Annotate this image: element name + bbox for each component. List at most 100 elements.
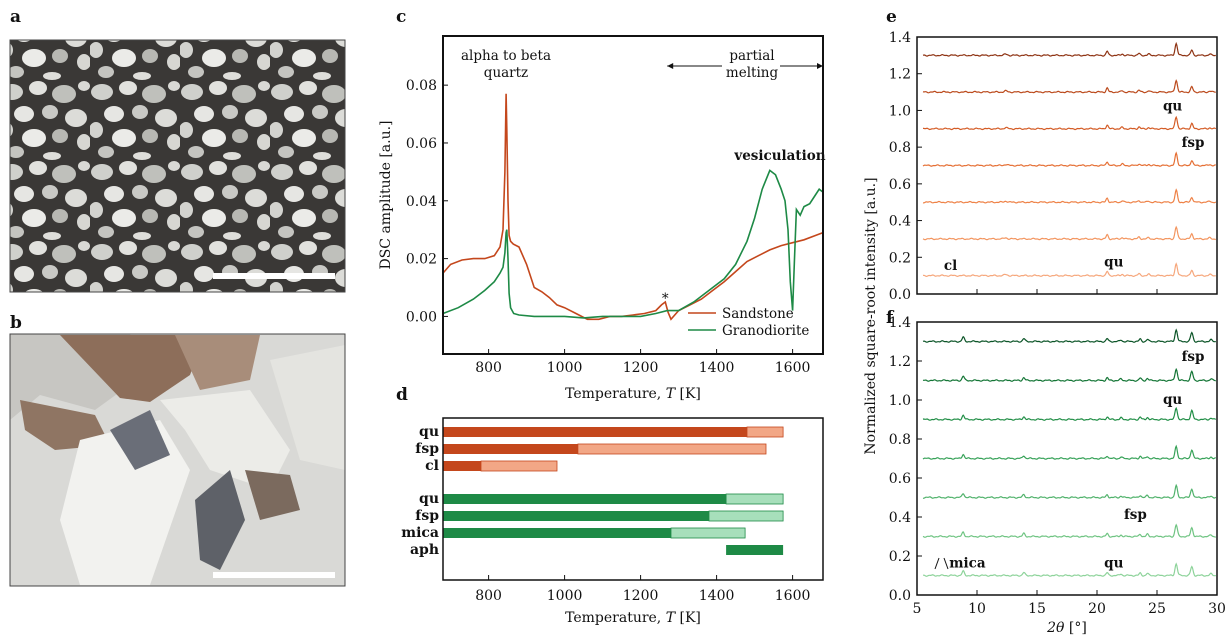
f-xtick-label: 10	[968, 601, 986, 617]
f-ytick-label: 0.4	[889, 510, 911, 526]
annotation-partial-line1: partial	[729, 48, 774, 64]
e-ytick-label: 1.2	[889, 67, 911, 83]
d-xtick-label: 1400	[699, 588, 735, 604]
c-ytick-label: 0.06	[406, 136, 437, 152]
f-pattern-line	[922, 444, 1216, 460]
c-ylabel: DSC amplitude [a.u.]	[378, 120, 394, 269]
ef-ylabel: Normalized square-root intensity [a.u.]	[863, 177, 879, 454]
panel-e: e 0.0 0.2 0.4 0.6 0.8 1.0 1.2 1.4 qu fsp cl qu	[886, 7, 1218, 303]
fsp-pointer-left	[934, 557, 940, 570]
f-ytick-label: 0.6	[889, 471, 911, 487]
e-pattern-line	[922, 225, 1216, 241]
bar-dark-qu	[443, 427, 747, 437]
bar-label-cl: cl	[425, 458, 439, 474]
bar-light-qu	[725, 493, 784, 505]
biotite-grain	[245, 470, 300, 520]
annotation-alpha-beta-line2: quartz	[484, 65, 528, 81]
e-peak-label-cl: cl	[944, 258, 957, 274]
bar-dark-qu	[443, 494, 727, 504]
e-pattern-line	[922, 151, 1216, 167]
c-xtick-label: 800	[475, 360, 502, 376]
bar-label-qu: qu	[419, 491, 439, 507]
c-legend: Sandstone Granodiorite	[688, 306, 809, 339]
f-ytick-label: 0.2	[889, 549, 911, 565]
scale-bar-a	[213, 273, 335, 279]
e-ytick-label: 1.0	[889, 103, 911, 119]
biotite-grain	[60, 335, 205, 402]
bar-dark-mica	[443, 528, 671, 538]
f-pattern-line	[922, 328, 1216, 343]
fsp-pointer-right	[943, 557, 949, 570]
panel-c: c 800 1000 1200 1400 1600 0.00 0.02 0.04 0.06 0.0…	[378, 7, 826, 402]
f-xtick-label: 20	[1088, 601, 1106, 617]
panel-label-b: b	[10, 313, 22, 333]
quartz-grain	[160, 390, 290, 490]
annotation-alpha-beta-line1: alpha to beta	[461, 48, 551, 64]
series-line-granodiorite	[442, 169, 824, 319]
panel-label-d: d	[396, 385, 408, 405]
arrow-left-head	[667, 63, 674, 69]
e-axis-ticks: 0.0 0.2 0.4 0.6 0.8 1.0 1.2 1.4	[889, 30, 1218, 303]
f-peak-label-qu: qu	[1163, 392, 1182, 408]
f-peak-label-qu: qu	[1104, 556, 1123, 572]
bar-label-fsp: fsp	[415, 508, 439, 524]
d-xtick-label: 1000	[547, 588, 583, 604]
hornblende-grain	[110, 410, 170, 470]
e-pattern-line	[922, 262, 1216, 278]
hornblende-grain	[195, 470, 245, 570]
c-ytick-label: 0.02	[406, 252, 437, 268]
c-xtick-label: 1600	[775, 360, 811, 376]
e-pattern-line	[922, 79, 1216, 94]
f-pattern-line	[923, 562, 1216, 577]
d-xtick-label: 1200	[623, 588, 659, 604]
c-axes-frame	[442, 35, 824, 355]
panel-label-a: a	[10, 7, 21, 27]
bar-dark-fsp	[443, 444, 578, 454]
quartz-grain	[60, 420, 190, 585]
micrograph-a-frame	[9, 39, 346, 293]
e-ytick-label: 0.8	[889, 140, 911, 156]
bar-light-qu	[746, 426, 784, 438]
quartz-grain	[270, 345, 345, 470]
bar-light-fsp	[577, 443, 767, 455]
panel-label-f: f	[886, 308, 895, 328]
micrograph-b-frame	[9, 333, 346, 587]
f-peak-label-fsp: fsp	[1124, 507, 1147, 523]
f-pattern-line	[922, 483, 1217, 499]
c-xtick-label: 1200	[623, 360, 659, 376]
sandstone-micrograph	[10, 40, 345, 292]
d-xtick-label: 1600	[775, 588, 811, 604]
e-axes-frame	[916, 36, 1218, 295]
f-ytick-label: 0.0	[889, 588, 911, 604]
e-ytick-label: 1.4	[889, 30, 911, 46]
e-ytick-label: 0.0	[889, 287, 911, 303]
bar-light-fsp	[708, 510, 784, 522]
panel-label-e: e	[886, 7, 897, 27]
bar-dark-cl	[443, 461, 481, 471]
e-ytick-label: 0.4	[889, 214, 911, 230]
e-peak-label-fsp: fsp	[1182, 135, 1205, 151]
partial-melting-arrows	[667, 63, 823, 69]
bar-label-aph: aph	[410, 542, 439, 558]
d-axis-ticks: 800 1000 1200 1400 1600	[475, 575, 810, 604]
bar-light-cl	[480, 460, 558, 472]
c-ytick-label: 0.00	[406, 309, 437, 325]
f-ytick-label: 1.2	[889, 354, 911, 370]
legend-granodiorite-label: Granodiorite	[722, 323, 809, 339]
annotation-asterisk: *	[662, 291, 669, 307]
series-line-sandstone	[442, 93, 824, 321]
c-xtick-label: 1000	[547, 360, 583, 376]
d-axes-frame	[442, 417, 824, 581]
f-pattern-line	[922, 406, 1217, 421]
f-xtick-label: 25	[1148, 601, 1166, 617]
e-peak-labels: qu fsp cl qu	[944, 98, 1205, 274]
biotite-grain	[20, 400, 110, 450]
e-peak-label-qu: qu	[1104, 254, 1123, 270]
bar-dark-fsp	[443, 511, 709, 521]
bar-dark-aph	[726, 545, 784, 555]
e-peak-label-qu: qu	[1163, 98, 1182, 114]
f-peak-labels: fsp qu fsp mica qu	[949, 349, 1204, 572]
e-ytick-label: 0.6	[889, 177, 911, 193]
